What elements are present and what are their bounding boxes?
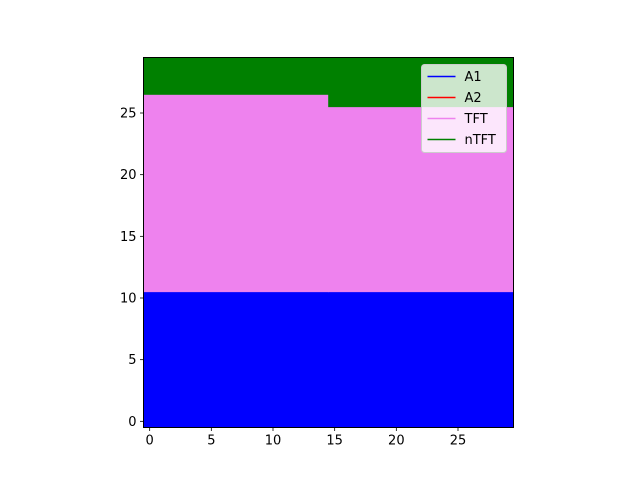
y-tick-label: 0	[128, 415, 136, 430]
plot-frame	[143, 57, 514, 428]
y-tick-label: 15	[120, 230, 137, 245]
legend-label-tft: TFT	[464, 112, 488, 127]
legend-label-a2: A2	[465, 91, 482, 106]
x-tick-label: 20	[388, 434, 405, 449]
legend: A1 A2 TFT nTFT	[421, 64, 507, 153]
x-tick-label: 0	[146, 434, 154, 449]
x-tick-label: 5	[207, 434, 215, 449]
y-axis-ticks: 0 5 10 15 20 25	[120, 107, 144, 430]
region-ntft-3	[143, 57, 329, 95]
y-tick-label: 25	[120, 107, 137, 122]
x-axis-ticks: 0 5 10 15 20 25	[146, 427, 467, 449]
legend-label-a1: A1	[465, 70, 482, 85]
y-tick-label: 5	[128, 353, 136, 368]
region-tft-1	[143, 94, 329, 293]
legend-box	[421, 64, 507, 153]
x-tick-label: 15	[326, 434, 343, 449]
x-tick-label: 25	[450, 434, 467, 449]
y-tick-label: 20	[120, 168, 137, 183]
heatmap-regions	[143, 57, 514, 428]
legend-label-ntft: nTFT	[465, 133, 496, 148]
region-a1-0	[143, 291, 514, 428]
x-tick-label: 10	[265, 434, 282, 449]
y-tick-label: 10	[120, 292, 137, 307]
